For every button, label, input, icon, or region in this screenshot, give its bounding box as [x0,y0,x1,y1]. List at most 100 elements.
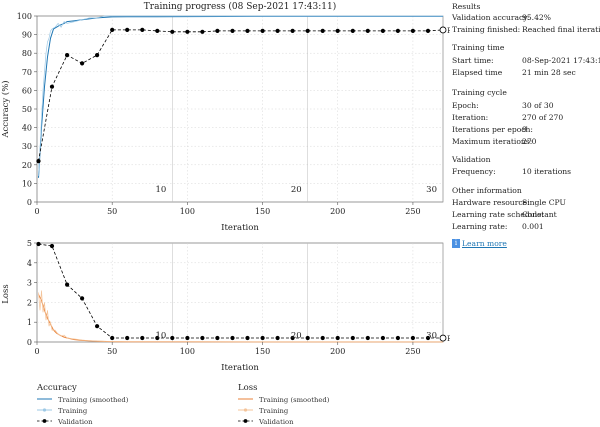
loss-x-tick-label: 50 [107,347,117,356]
elapsed-time-value: 21 min 28 sec [522,68,576,77]
loss-x-axis-label: Iteration [221,363,259,373]
loss-y-axis-label: Loss [1,284,11,304]
learning-rate-schedule-label: Learning rate schedule: [452,210,545,219]
accuracy-series-point [65,53,70,58]
accuracy-y-tick-label: 60 [22,86,32,95]
accuracy-y-tick-label: 40 [22,124,32,133]
learning-rate-row: Learning rate: 0.001 [452,222,600,233]
loss-x-tick-label: 150 [255,347,270,356]
loss-y-tick-label: 3 [27,279,32,288]
accuracy-series-point [305,28,310,33]
accuracy-series-point [140,27,145,32]
start-time-value: 08-Sep-2021 17:43:11 [522,56,600,65]
loss-series-point [65,282,70,287]
training-finished-value: Reached final iteration [522,25,600,34]
loss-series-point [350,335,355,341]
loss-legend-item: Training (smoothed) [259,396,330,404]
loss-series-point [380,335,385,341]
accuracy-series-point [170,29,175,34]
other-information-heading: Other information [452,186,522,195]
accuracy-series-point [95,53,100,58]
loss-series-point [80,296,85,301]
accuracy-epoch-label: 30 [426,185,437,195]
loss-epoch-label: 20 [291,331,302,341]
validation-accuracy-label: Validation accuracy: [452,13,531,22]
learning-rate-schedule-value: Constant [522,210,557,219]
accuracy-series-point [395,28,400,33]
accuracy-series-point [185,29,190,34]
loss-series-point [215,335,220,341]
accuracy-x-tick-label: 0 [34,207,39,216]
loss-legend: Loss Training (smoothed) Training Valida… [238,383,330,426]
training-info-panel: Results Validation accuracy: 95.42% Trai… [452,0,600,260]
learn-more-label: Learn more [462,239,507,248]
loss-series-point [320,335,325,341]
accuracy-x-tick-label: 100 [180,207,195,216]
loss-x-tick-label: 0 [34,347,39,356]
accuracy-series-point [125,27,130,32]
accuracy-final-marker [439,26,447,34]
elapsed-time-label: Elapsed time [452,68,503,77]
accuracy-legend: Accuracy Training (smoothed) Training Va… [36,383,129,426]
validation-accuracy-value: 95.42% [522,13,551,22]
training-finished-label: Training finished: [452,25,521,34]
loss-series-line [38,243,443,339]
accuracy-legend-item: Training [58,407,88,415]
training-cycle-heading: Training cycle [452,88,507,97]
loss-series-point [275,335,280,341]
loss-series-point [49,243,55,249]
loss-epoch-label: 10 [156,331,167,341]
accuracy-legend-item: Training (smoothed) [58,396,129,404]
accuracy-series-point [230,28,235,33]
accuracy-x-tick-label: 250 [405,207,420,216]
learn-more-link[interactable]: i Learn more [452,239,507,250]
loss-series-point [36,241,41,247]
maximum-iterations-value: 270 [522,137,537,146]
loss-series-line [38,290,443,343]
loss-series-point [155,335,160,341]
accuracy-y-axis-label: Accuracy (%) [0,80,11,138]
loss-y-tick-label: 4 [27,259,32,268]
loss-epoch-label: 30 [426,331,437,341]
learning-rate-value: 0.001 [522,222,544,231]
accuracy-y-tick-label: 70 [22,68,32,77]
loss-series-point [290,335,295,341]
accuracy-x-tick-label: 150 [255,207,270,216]
accuracy-series-point [200,29,205,34]
iteration-label: Iteration: [452,113,489,122]
loss-legend-item: Training [259,407,289,415]
frequency-label: Frequency: [452,167,496,176]
accuracy-series-point [110,27,115,32]
learning-rate-label: Learning rate: [452,222,508,231]
loss-series-point [410,335,415,341]
results-heading: Results [452,2,481,11]
loss-plot: 012345050100150200250102030Final Loss It… [1,239,450,373]
loss-series-point [110,335,115,341]
accuracy-y-tick-label: 30 [22,142,32,151]
accuracy-epoch-label: 20 [291,185,302,195]
accuracy-series-point [260,28,265,33]
frequency-row: Frequency: 10 iterations [452,167,600,178]
elapsed-time-row: Elapsed time 21 min 28 sec [452,68,600,79]
frequency-value: 10 iterations [522,167,572,176]
training-time-heading: Training time [452,43,505,52]
accuracy-legend-item: Validation [57,418,93,426]
loss-series-point [395,335,400,341]
epoch-row: Epoch: 30 of 30 [452,101,600,112]
chart-title: Training progress (08 Sep-2021 17:43:11) [144,1,336,12]
accuracy-series-point [245,28,250,33]
hardware-resource-label: Hardware resource: [452,198,530,207]
loss-series-point [95,324,100,329]
accuracy-series-point [155,28,160,33]
accuracy-series-point [80,61,85,66]
accuracy-series-point [380,28,385,33]
loss-y-tick-label: 1 [27,318,32,327]
accuracy-final-label: Final [447,27,450,35]
loss-x-tick-label: 200 [330,347,345,356]
accuracy-y-tick-label: 100 [17,12,32,21]
loss-series-point [305,335,310,341]
iterations-per-epoch-value: 9 [522,125,527,134]
accuracy-y-tick-label: 0 [27,198,32,207]
maximum-iterations-row: Maximum iterations: 270 [452,137,600,148]
accuracy-y-tick-label: 80 [22,49,32,58]
